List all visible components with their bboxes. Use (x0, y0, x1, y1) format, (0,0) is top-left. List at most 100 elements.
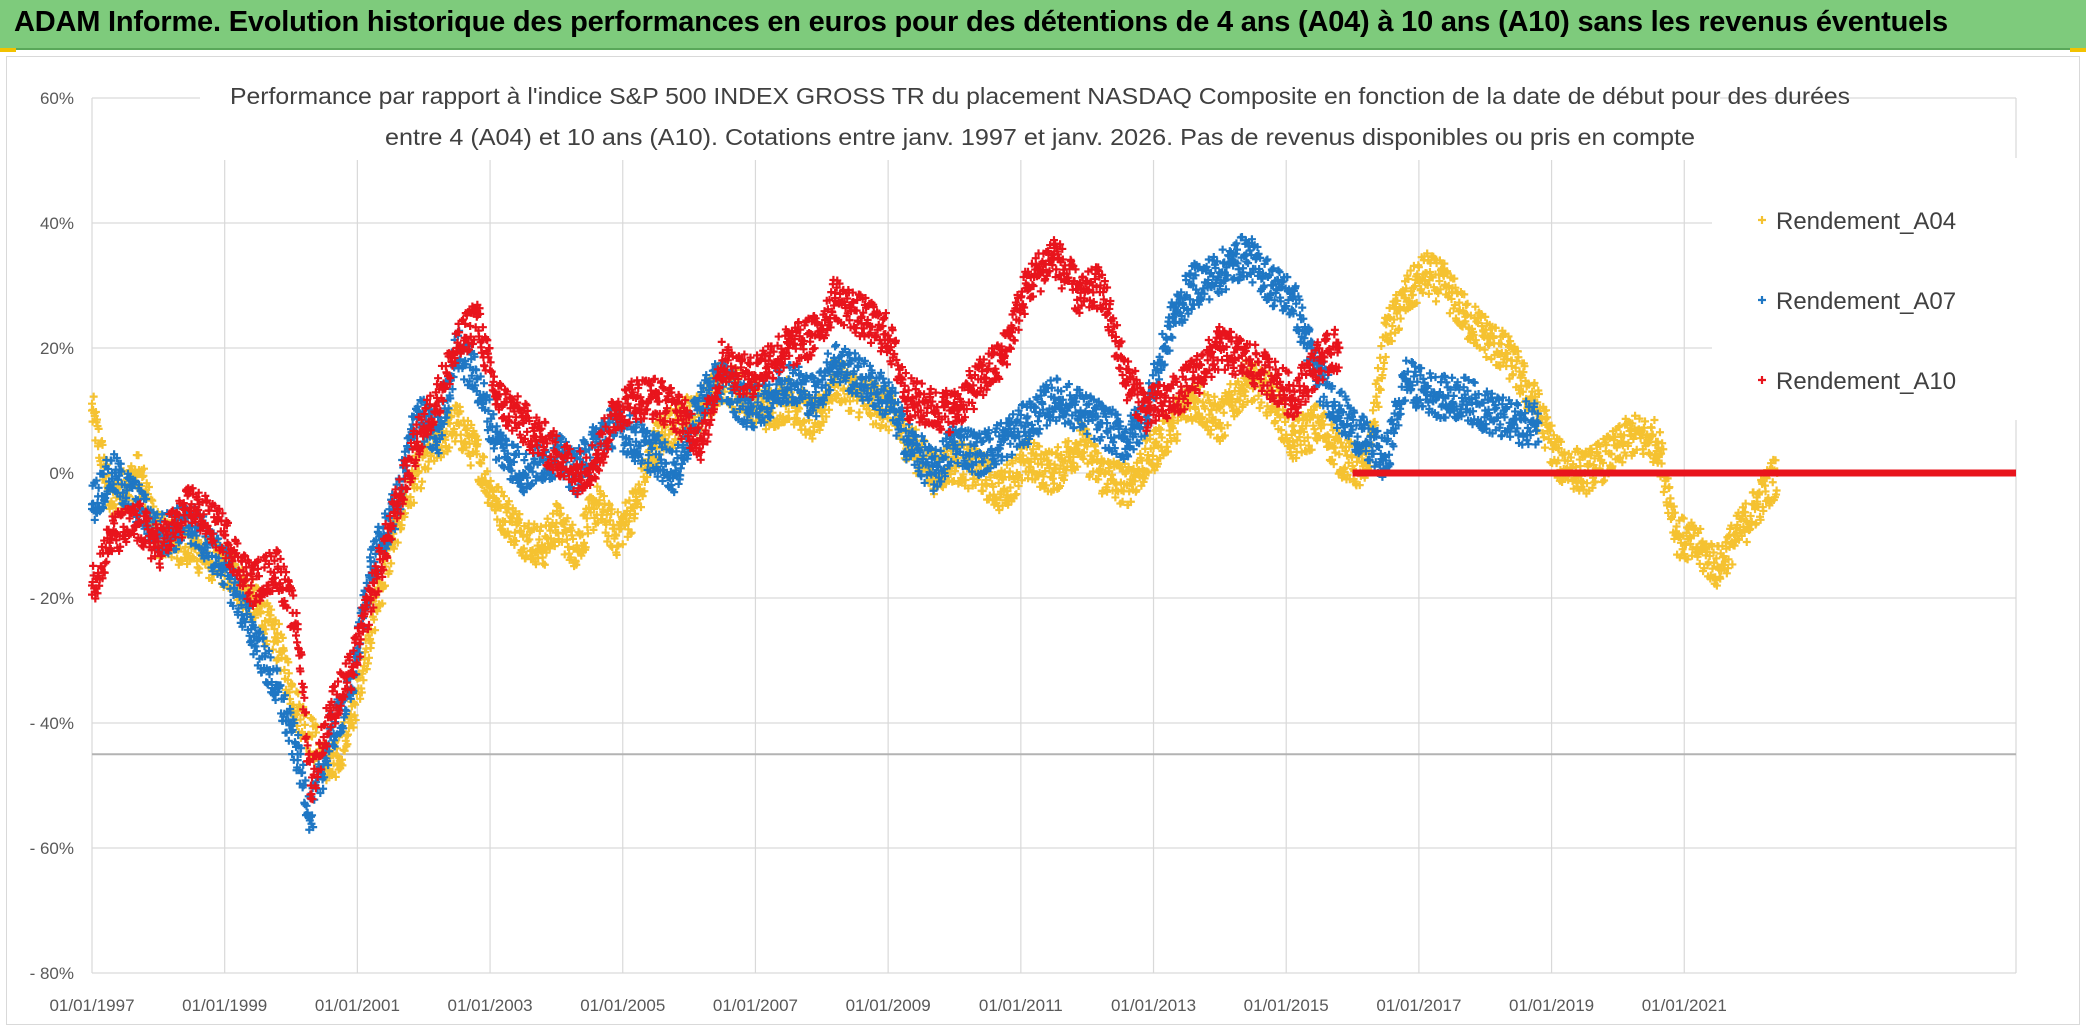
rendement-a04-point (1540, 443, 1549, 452)
rendement-a04-point (94, 424, 103, 433)
rendement-a04-point (607, 505, 616, 514)
rendement-a07-point (300, 800, 309, 809)
rendement-a04-point (1631, 411, 1640, 420)
rendement-a04-point (1406, 266, 1415, 275)
rendement-a04-point (331, 772, 340, 781)
rendement-a04-point (1340, 463, 1349, 472)
rendement-a04-point (1255, 403, 1264, 412)
rendement-a04-point (280, 665, 289, 674)
rendement-a04-point (267, 605, 276, 614)
rendement-a04-point (1250, 395, 1259, 404)
rendement-a04-point (871, 419, 880, 428)
rendement-a07-point (831, 342, 840, 351)
rendement-a04-point (1220, 431, 1229, 440)
rendement-a04-point (466, 461, 475, 470)
rendement-a04-point (1628, 419, 1637, 428)
rendement-a04-point (437, 443, 446, 452)
rendement-a04-point (1372, 398, 1381, 407)
rendement-a04-point (784, 407, 793, 416)
rendement-a04-point (1010, 477, 1019, 486)
rendement-a04-point (1650, 415, 1659, 424)
rendement-a04-point (1618, 458, 1627, 467)
rendement-a04-point (569, 534, 577, 543)
rendement-a04-point (566, 553, 575, 562)
rendement-a04-point (517, 527, 526, 536)
rendement-a04-point (1504, 332, 1513, 341)
rendement-a04-point (1588, 483, 1597, 492)
rendement-a04-point (1469, 330, 1478, 339)
rendement-a04-point (1296, 440, 1305, 449)
rendement-a04-point (193, 563, 202, 572)
rendement-a04-point (1545, 426, 1554, 435)
rendement-a04-point (1039, 472, 1048, 481)
rendement-a04-point (535, 526, 544, 535)
rendement-a04-point (855, 408, 864, 417)
x-tick-label: 01/01/2013 (1111, 996, 1196, 1015)
rendement-a04-point (1560, 448, 1569, 457)
rendement-a04-point (367, 638, 376, 647)
rendement-a04-point (1423, 280, 1432, 289)
rendement-a04-point (1032, 451, 1041, 460)
rendement-a04-point (613, 508, 622, 517)
x-tick-label: 01/01/1999 (182, 996, 267, 1015)
rendement-a04-point (603, 537, 612, 546)
rendement-a04-point (340, 746, 349, 755)
rendement-a04-point (1215, 404, 1224, 413)
rendement-a04-point (1152, 437, 1161, 446)
rendement-a04-point (378, 599, 387, 608)
rendement-a04-point (800, 417, 809, 426)
rendement-a04-point (1327, 420, 1336, 429)
rendement-a04-point (195, 564, 204, 573)
rendement-a04-point (1624, 439, 1633, 448)
rendement-a04-point (385, 567, 394, 576)
rendement-a04-point (1345, 442, 1354, 451)
rendement-a04-point (1430, 254, 1439, 263)
rendement-a07-point (823, 349, 832, 358)
rendement-a04-point (1480, 345, 1489, 354)
rendement-a04-point (256, 609, 265, 618)
rendement-a04-point (1153, 459, 1162, 468)
rendement-a04-point (1423, 249, 1432, 258)
rendement-a04-point (456, 407, 465, 416)
rendement-a04-point (139, 464, 148, 473)
rendement-a04-point (505, 532, 514, 541)
rendement-a04-point (1108, 470, 1117, 479)
rendement-a04-point (445, 443, 454, 452)
rendement-a04-point (833, 391, 842, 400)
rendement-a04-point (364, 653, 373, 662)
rendement-a04-point (556, 509, 565, 518)
rendement-a04-point (1558, 477, 1567, 486)
rendement-a04-point (568, 520, 577, 529)
rendement-a04-point (1148, 461, 1157, 470)
rendement-a04-point (1672, 522, 1681, 531)
rendement-a04-point (1566, 453, 1575, 462)
rendement-a04-point (278, 633, 287, 642)
rendement-a04-point (1003, 460, 1012, 469)
rendement-a04-point (994, 479, 1003, 488)
rendement-a04-point (1132, 486, 1141, 495)
y-tick-label: 0% (49, 464, 74, 483)
rendement-a04-point (1514, 353, 1523, 362)
rendement-a04-point (1118, 497, 1127, 506)
rendement-a04-point (1329, 460, 1338, 469)
rendement-a04-point (279, 646, 288, 655)
rendement-a04-point (602, 520, 611, 529)
rendement-a04-point (1093, 449, 1102, 458)
rendement-a04-point (1596, 442, 1605, 451)
rendement-a04-point (1328, 455, 1337, 464)
rendement-a04-point (1683, 555, 1692, 564)
rendement-a04-point (1200, 404, 1209, 413)
rendement-a04-point (1006, 483, 1015, 492)
rendement-a04-point (961, 475, 970, 484)
rendement-a04-point (1083, 459, 1092, 468)
rendement-a04-point (640, 477, 649, 486)
rendement-a04-point (590, 504, 599, 513)
rendement-a04-point (268, 645, 277, 654)
rendement-a04-point (1602, 441, 1611, 450)
rendement-a04-point (1369, 406, 1378, 415)
rendement-a04-point (1112, 480, 1121, 489)
rendement-a04-point (951, 467, 960, 476)
rendement-a04-point (1166, 430, 1175, 439)
rendement-a04-point (761, 425, 770, 434)
